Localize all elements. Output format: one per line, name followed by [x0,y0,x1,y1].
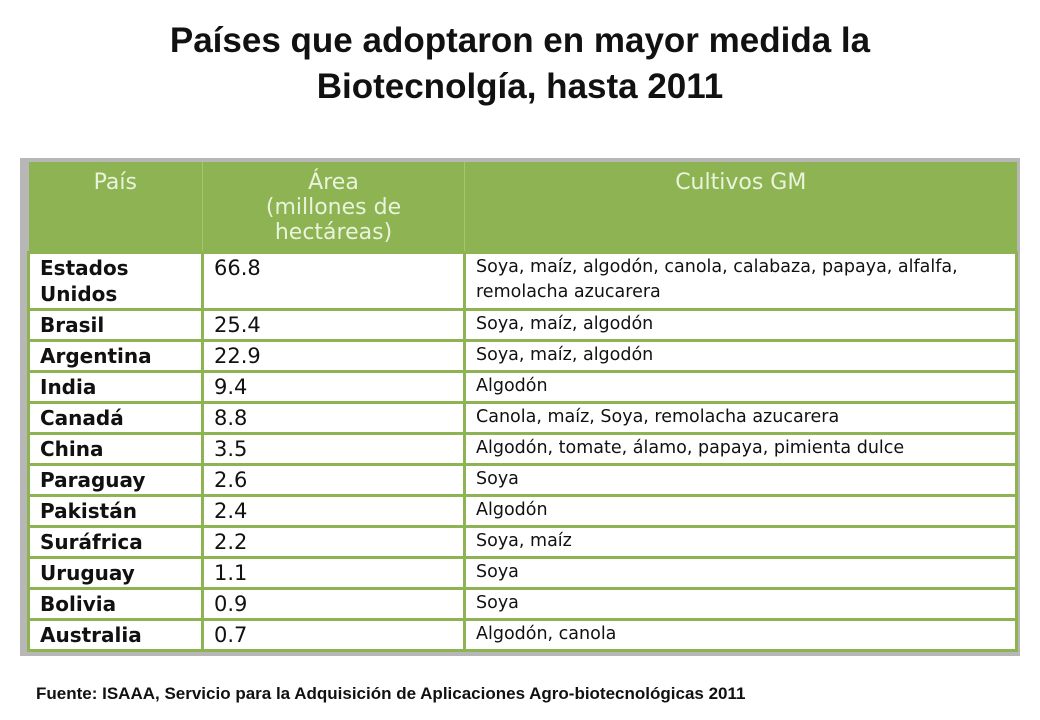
table-row: Pakistán 2.4 Algodón [27,494,1018,528]
table-body: Estados Unidos 66.8 Soya, maíz, algodón, c… [27,251,1018,652]
source-note: Fuente: ISAAA, Servicio para la Adquisic… [36,684,746,703]
crops-cell: Canola, maíz, Soya, remolacha azucarera [463,401,1018,435]
crops-cell: Algodón, tomate, álamo, papaya, pimienta… [463,432,1018,466]
area-cell: 8.8 [201,401,466,435]
table-header-row: País Área (millones de hectáreas) Cultiv… [28,162,1017,253]
area-cell: 1.1 [201,556,466,590]
crops-cell: Soya [463,587,1018,621]
country-cell: Estados Unidos [27,251,204,311]
header-country: País [28,162,203,253]
crops-cell: Soya [463,556,1018,590]
table-row: Suráfrica 2.2 Soya, maíz [27,525,1018,559]
area-cell: 66.8 [201,251,466,311]
country-cell: Pakistán [27,494,204,528]
table-row: Estados Unidos 66.8 Soya, maíz, algodón, c… [27,251,1018,311]
table-row: Bolivia 0.9 Soya [27,587,1018,621]
crops-cell: Soya, maíz [463,525,1018,559]
data-table: País Área (millones de hectáreas) Cultiv… [27,162,1018,652]
area-cell: 25.4 [201,308,466,342]
area-cell: 2.4 [201,494,466,528]
crops-cell: Soya, maíz, algodón [463,308,1018,342]
country-cell: Uruguay [27,556,204,590]
crops-cell: Algodón [463,494,1018,528]
header-area-line-1: Área [308,170,359,195]
table-row: Australia 0.7 Algodón, canola [27,618,1018,652]
area-cell: 22.9 [201,339,466,373]
crops-cell: Soya, maíz, algodón, canola, calabaza, p… [463,251,1018,311]
table-row: Paraguay 2.6 Soya [27,463,1018,497]
area-cell: 2.2 [201,525,466,559]
title-line-1: Países que adoptaron en mayor medida la [169,21,871,60]
data-table-container: País Área (millones de hectáreas) Cultiv… [27,162,1018,652]
country-cell: Paraguay [27,463,204,497]
crops-cell: Soya [463,463,1018,497]
country-cell: Canadá [27,401,204,435]
area-cell: 0.9 [201,587,466,621]
crops-cell: Algodón [463,370,1018,404]
header-area: Área (millones de hectáreas) [202,162,465,253]
table-row: Brasil 25.4 Soya, maíz, algodón [27,308,1018,342]
country-cell: Australia [27,618,204,652]
country-cell: Brasil [27,308,204,342]
table-row: Argentina 22.9 Soya, maíz, algodón [27,339,1018,373]
header-area-line-3: hectáreas) [274,220,393,245]
country-cell: India [27,370,204,404]
header-crops: Cultivos GM [464,162,1017,253]
area-cell: 3.5 [201,432,466,466]
area-cell: 9.4 [201,370,466,404]
area-cell: 0.7 [201,618,466,652]
title-line-2: Biotecnolgía, hasta 2011 [316,67,724,106]
crops-cell: Soya, maíz, algodón [463,339,1018,373]
page-title: Países que adoptaron en mayor medida la … [0,18,1040,110]
crops-cell: Algodón, canola [463,618,1018,652]
table-row: China 3.5 Algodón, tomate, álamo, papaya, … [27,432,1018,466]
table-row: Uruguay 1.1 Soya [27,556,1018,590]
country-cell: Bolivia [27,587,204,621]
table-row: Canadá 8.8 Canola, maíz, Soya, remolacha a… [27,401,1018,435]
area-cell: 2.6 [201,463,466,497]
country-cell: Argentina [27,339,204,373]
country-cell: Suráfrica [27,525,204,559]
country-cell: China [27,432,204,466]
table-row: India 9.4 Algodón [27,370,1018,404]
header-area-line-2: (millones de [265,195,402,220]
